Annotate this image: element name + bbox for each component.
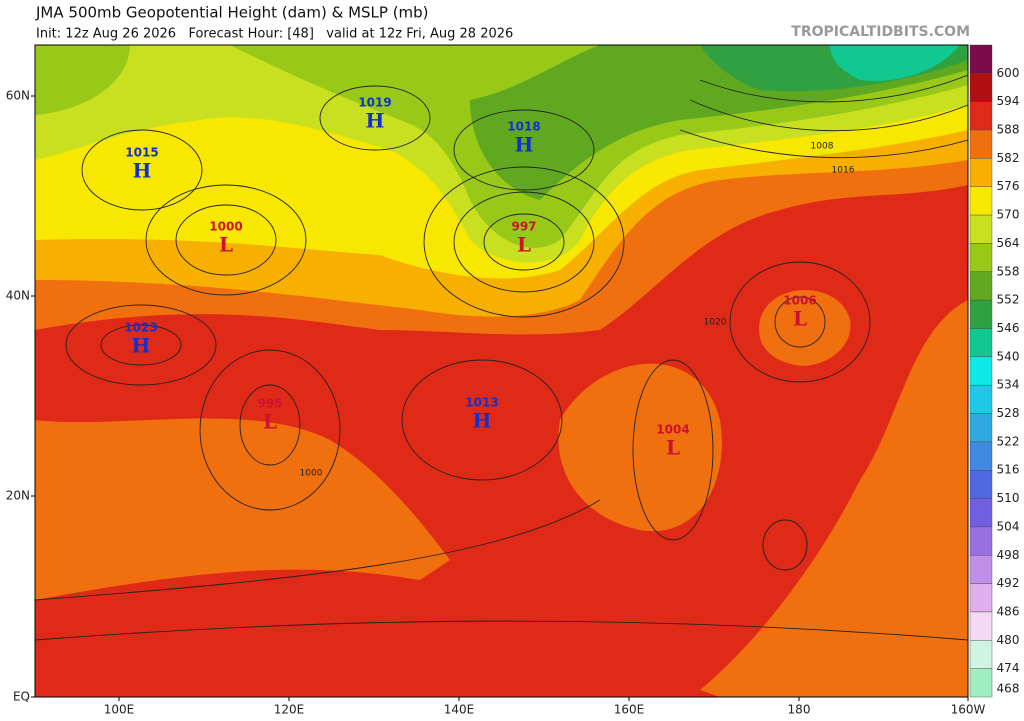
colorbar-swatch xyxy=(969,44,993,74)
colorbar-label: 516 xyxy=(997,463,1020,477)
pressure-value: 1018 xyxy=(507,120,540,134)
lon-label: 160E xyxy=(614,703,645,717)
colorbar-swatch xyxy=(969,583,993,613)
title: JMA 500mb Geopotential Height (dam) & MS… xyxy=(35,4,429,22)
lat-label: EQ xyxy=(13,690,30,704)
colorbar-swatch xyxy=(969,299,993,329)
pressure-value: 1013 xyxy=(465,396,498,410)
colorbar-label: 486 xyxy=(997,604,1020,618)
map-area xyxy=(34,44,969,698)
colorbar-label: 570 xyxy=(997,208,1020,222)
pressure-value: 1019 xyxy=(358,96,391,110)
colorbar-swatch xyxy=(969,668,993,698)
pressure-value: 1006 xyxy=(783,294,816,308)
lat-label: 20N xyxy=(6,489,30,503)
colorbar-label: 600 xyxy=(997,66,1020,80)
colorbar-label: 540 xyxy=(997,349,1020,363)
colorbar-label: 576 xyxy=(997,179,1020,193)
pressure-symbol: L xyxy=(219,233,233,257)
lat-label: 40N xyxy=(6,289,30,303)
pressure-value: 995 xyxy=(257,397,282,411)
pressure-value: 997 xyxy=(511,220,536,234)
colorbar-label: 510 xyxy=(997,491,1020,505)
colorbar-swatch xyxy=(969,186,993,216)
colorbar-label: 564 xyxy=(997,236,1020,250)
colorbar-label: 558 xyxy=(997,264,1020,278)
colorbar-swatch xyxy=(969,356,993,386)
pressure-symbol: H xyxy=(132,334,151,358)
colorbar-label: 534 xyxy=(997,378,1020,392)
colorbar-swatch xyxy=(969,129,993,159)
lon-label: 140E xyxy=(444,703,475,717)
colorbar-label: 582 xyxy=(997,151,1020,165)
colorbar-swatch xyxy=(969,470,993,499)
colorbar-swatch xyxy=(969,555,993,584)
isobar-label: 1016 xyxy=(832,166,855,176)
colorbar-label: 522 xyxy=(997,434,1020,448)
colorbar-label: 498 xyxy=(997,548,1020,562)
colorbar-swatch xyxy=(969,214,993,244)
pressure-symbol: H xyxy=(473,409,492,433)
colorbar-label: 552 xyxy=(997,293,1020,307)
lon-label: 180 xyxy=(788,703,811,717)
colorbar-label: 480 xyxy=(997,633,1020,647)
lon-label: 160W xyxy=(951,703,986,717)
lon-label: 100E xyxy=(104,703,135,717)
colorbar-swatch xyxy=(969,384,993,414)
colorbar-swatch xyxy=(969,498,993,528)
colorbar-swatch xyxy=(969,441,993,471)
pressure-symbol: L xyxy=(793,307,807,331)
credit: TROPICALTIDBITS.COM xyxy=(791,24,970,40)
pressure-symbol: H xyxy=(133,159,152,183)
pressure-value: 1023 xyxy=(124,321,157,335)
colorbar-swatch xyxy=(969,413,993,443)
pressure-value: 1000 xyxy=(209,220,242,234)
isobar-label: 1020 xyxy=(704,318,727,328)
colorbar-swatch xyxy=(969,158,993,187)
colorbar-label: 492 xyxy=(997,576,1020,590)
lon-label: 120E xyxy=(274,703,305,717)
colorbar-swatch xyxy=(969,101,993,131)
colorbar-label: 546 xyxy=(997,321,1020,335)
colorbar-swatch xyxy=(969,328,993,358)
colorbar-label: 528 xyxy=(997,406,1020,420)
colorbar-label: 588 xyxy=(997,123,1020,137)
pressure-symbol: L xyxy=(263,410,277,434)
colorbar-label: 474 xyxy=(997,661,1020,675)
isobar-label: 1000 xyxy=(300,469,323,479)
colorbar-swatch xyxy=(969,611,993,641)
colorbar-swatch xyxy=(969,271,993,301)
subtitle: Init: 12z Aug 26 2026 Forecast Hour: [48… xyxy=(36,27,513,42)
pressure-symbol: L xyxy=(517,233,531,257)
colorbar-swatch xyxy=(969,243,993,272)
pressure-value: 1004 xyxy=(656,423,689,437)
colorbar-label: 468 xyxy=(997,682,1020,696)
isobar-label: 1008 xyxy=(811,142,834,152)
pressure-value: 1015 xyxy=(125,146,158,160)
colorbar-label: 504 xyxy=(997,519,1020,533)
colorbar-swatch xyxy=(969,640,993,669)
pressure-symbol: L xyxy=(666,436,680,460)
colorbar-swatch xyxy=(969,73,993,102)
pressure-symbol: H xyxy=(366,109,385,133)
pressure-symbol: H xyxy=(515,133,534,157)
lat-label: 60N xyxy=(6,89,30,103)
colorbar-swatch xyxy=(969,526,993,556)
colorbar-label: 594 xyxy=(997,94,1020,108)
isobars xyxy=(35,74,968,641)
